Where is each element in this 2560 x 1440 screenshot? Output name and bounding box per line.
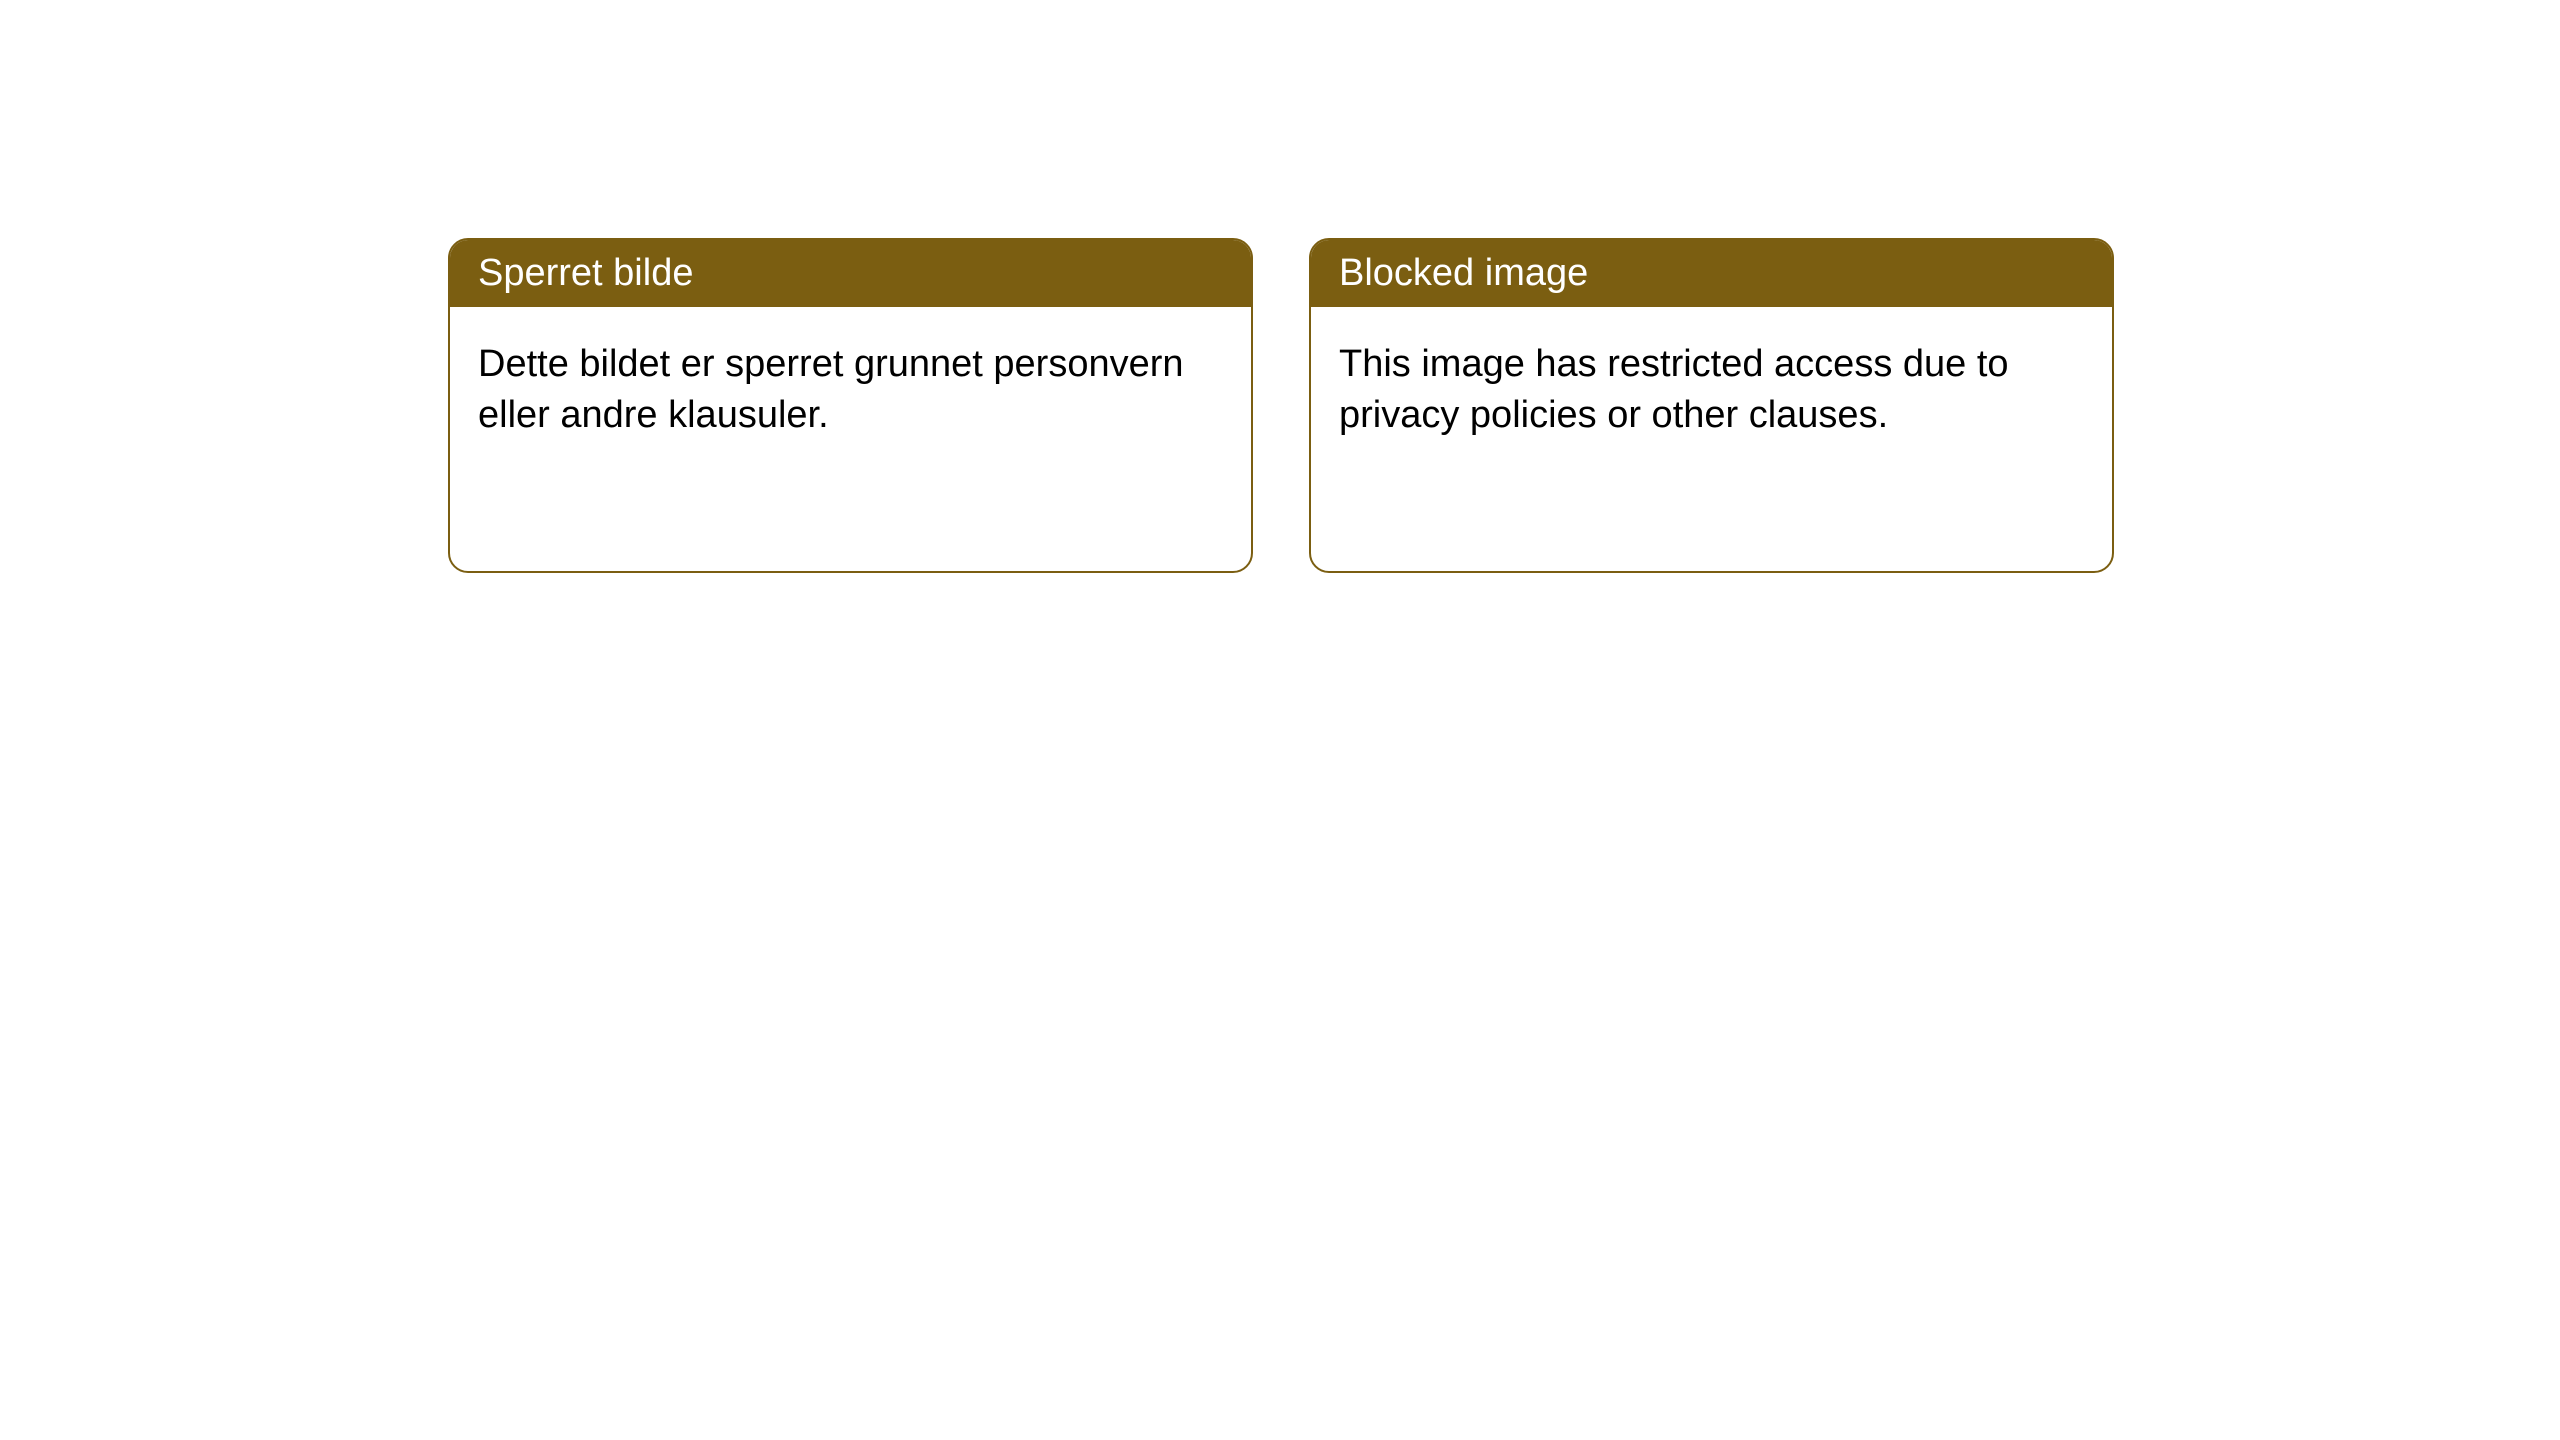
notice-body: Dette bildet er sperret grunnet personve… — [450, 307, 1251, 474]
notice-card-norwegian: Sperret bilde Dette bildet er sperret gr… — [448, 238, 1253, 573]
notice-container: Sperret bilde Dette bildet er sperret gr… — [0, 0, 2560, 573]
notice-title: Blocked image — [1311, 240, 2112, 307]
notice-title: Sperret bilde — [450, 240, 1251, 307]
notice-body: This image has restricted access due to … — [1311, 307, 2112, 474]
notice-card-english: Blocked image This image has restricted … — [1309, 238, 2114, 573]
